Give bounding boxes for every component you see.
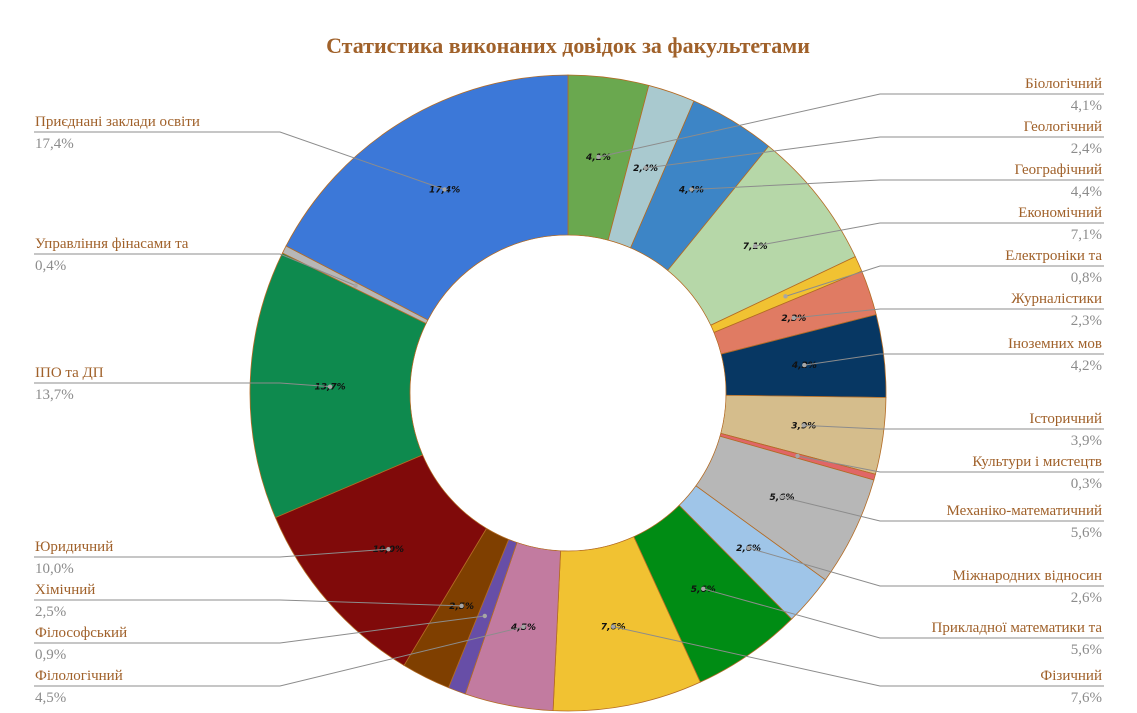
leader-line-приєднані-заклади-освіти xyxy=(34,131,445,190)
slice-приєднані-заклади-освіти xyxy=(285,74,569,321)
label-name-геологічний: Геологічний xyxy=(1024,119,1102,135)
leader-line-хімічний xyxy=(34,599,462,607)
label-value-управління-фінасами-та: 0,4% xyxy=(35,258,66,274)
chart-title: Статистика виконаних довідок за факульте… xyxy=(326,33,810,58)
leader-dot-міжнародних-відносин xyxy=(746,545,751,551)
leader-dot-філософський xyxy=(482,613,488,619)
label-value-іноземних-мов: 4,2% xyxy=(1071,358,1102,374)
label-value-фізичний: 7,6% xyxy=(1071,690,1102,706)
label-name-управління-фінасами-та: Управління фінасами та xyxy=(35,236,189,252)
label-value-географічний: 4,4% xyxy=(1071,184,1102,200)
label-value-юридичний: 10,0% xyxy=(35,561,74,577)
label-name-журналістики: Журналістики xyxy=(1011,291,1102,307)
label-value-філологічний: 4,5% xyxy=(35,690,66,706)
label-name-культури-і-мистецтв: Культури і мистецтв xyxy=(972,454,1102,470)
leader-dot-юридичний xyxy=(386,546,391,552)
label-name-філософський: Філософський xyxy=(35,625,127,641)
label-name-приєднані-заклади-освіти: Приєднані заклади освіти xyxy=(35,114,200,130)
donut-hole xyxy=(410,235,726,551)
label-name-механіко-математичний: Механіко-математичний xyxy=(946,503,1102,519)
label-name-іноземних-мов: Іноземних мов xyxy=(1008,336,1102,352)
leader-dot-культури-і-мистецтв xyxy=(795,453,800,459)
leader-line-електроніки-та xyxy=(785,265,1104,297)
leader-dot-механіко-математичний xyxy=(779,494,785,500)
label-value-філософський: 0,9% xyxy=(35,647,66,663)
label-name-міжнародних-відносин: Міжнародних відносин xyxy=(952,568,1102,584)
leader-line-міжнародних-відносин xyxy=(748,547,1104,587)
label-name-філологічний: Філологічний xyxy=(35,668,123,684)
leader-dot-журналістики xyxy=(791,315,797,321)
label-value-хімічний: 2,5% xyxy=(35,604,66,620)
leader-line-історичний xyxy=(803,424,1104,430)
label-value-журналістики: 2,3% xyxy=(1071,313,1102,329)
leader-dot-біологічний xyxy=(596,154,601,160)
leader-line-економічний xyxy=(755,222,1104,247)
label-value-історичний: 3,9% xyxy=(1071,433,1102,449)
leader-line-філософський xyxy=(34,615,485,644)
leader-line-іноземних-мов xyxy=(804,353,1104,366)
label-value-економічний: 7,1% xyxy=(1071,227,1102,243)
leader-line-культури-і-мистецтв xyxy=(797,455,1104,473)
leader-dot-географічний xyxy=(689,187,694,192)
leader-dot-управління-фінасами-та xyxy=(353,283,358,288)
leader-line-механіко-математичний xyxy=(781,496,1104,522)
leader-dot-філологічний xyxy=(521,624,526,630)
label-value-іпо-та-дп: 13,7% xyxy=(35,387,74,403)
leader-line-іпо-та-дп xyxy=(34,382,331,388)
label-name-географічний: Географічний xyxy=(1014,162,1102,178)
leader-line-журналістики xyxy=(793,308,1104,319)
label-name-юридичний: Юридичний xyxy=(35,539,113,555)
leader-dot-геологічний xyxy=(643,165,648,171)
label-name-електроніки-та: Електроніки та xyxy=(1005,248,1102,264)
label-name-прикладної-математики-та: Прикладної математики та xyxy=(932,620,1103,636)
outer-labels-group: Біологічний 4,1% Геологічний 2,4% Географічн… xyxy=(35,76,1102,706)
leader-line-геологічний xyxy=(645,136,1104,169)
leader-line-фізичний xyxy=(613,626,1104,687)
label-name-історичний: Історичний xyxy=(1029,411,1102,427)
leader-lines-group xyxy=(34,93,1104,687)
leader-line-прикладної-математики-та xyxy=(703,588,1104,639)
label-value-прикладної-математики-та: 5,6% xyxy=(1071,642,1102,658)
label-value-міжнародних-відносин: 2,6% xyxy=(1071,590,1102,606)
leader-dot-економічний xyxy=(752,243,758,249)
leader-dot-іпо-та-дп xyxy=(327,384,333,389)
leader-line-філологічний xyxy=(34,626,524,687)
label-value-біологічний: 4,1% xyxy=(1071,98,1102,114)
leader-dot-історичний xyxy=(801,423,806,428)
leader-line-біологічний xyxy=(598,93,1104,158)
label-name-фізичний: Фізичний xyxy=(1040,668,1102,684)
slice-іпо-та-дп xyxy=(249,252,427,519)
leader-line-управління-фінасами-та xyxy=(34,253,356,287)
leader-dot-приєднані-заклади-освіти xyxy=(442,187,447,192)
label-name-економічний: Економічний xyxy=(1018,205,1102,221)
leader-line-юридичний xyxy=(34,548,389,558)
label-name-іпо-та-дп: ІПО та ДП xyxy=(35,365,104,381)
leader-dot-фізичний xyxy=(610,624,616,629)
label-value-приєднані-заклади-освіти: 17,4% xyxy=(35,136,74,152)
leader-dot-іноземних-мов xyxy=(802,362,807,368)
label-value-механіко-математичний: 5,6% xyxy=(1071,525,1102,541)
slices-group xyxy=(249,74,887,712)
leader-dot-електроніки-та xyxy=(783,294,788,299)
label-value-геологічний: 2,4% xyxy=(1071,141,1102,157)
leader-line-географічний xyxy=(691,179,1104,190)
leader-dot-хімічний xyxy=(459,603,464,609)
label-name-хімічний: Хімічний xyxy=(35,582,95,598)
label-value-електроніки-та: 0,8% xyxy=(1071,270,1102,286)
leader-dot-прикладної-математики-та xyxy=(701,586,706,592)
label-value-культури-і-мистецтв: 0,3% xyxy=(1071,476,1102,492)
label-name-біологічний: Біологічний xyxy=(1025,76,1102,92)
